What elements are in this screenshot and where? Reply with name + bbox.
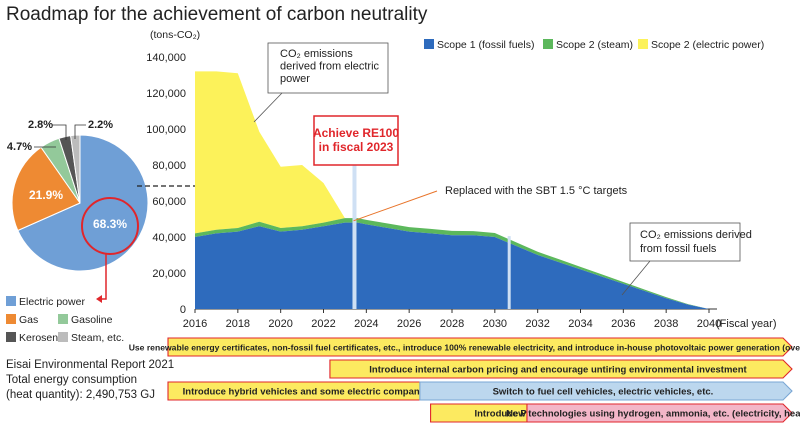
legend-label: Scope 2 (steam) bbox=[556, 39, 633, 51]
report-source: Eisai Environmental Report 2021 bbox=[6, 359, 175, 371]
x-tick-label: 2024 bbox=[354, 318, 378, 330]
pie-value-label: 21.9% bbox=[29, 188, 63, 202]
pie-legend-swatch bbox=[6, 296, 16, 306]
electric-note-pointer bbox=[253, 92, 283, 123]
x-tick-label: 2040 bbox=[697, 318, 721, 330]
roadmap-bar-label: Introduce PPA* bbox=[474, 409, 543, 420]
legend-swatch bbox=[424, 39, 434, 49]
fossil-note-pointer bbox=[621, 260, 651, 296]
electric-note-text: derived from electric bbox=[280, 61, 380, 73]
roadmap-bar-label: Introduce hybrid vehicles and some elect… bbox=[183, 387, 465, 398]
chart-axes: (tons-CO₂) 0 20,000 40,000 60,000 80,000 100,0… bbox=[146, 29, 776, 330]
x-tick-label: 2018 bbox=[226, 318, 250, 330]
electric-note-box bbox=[267, 42, 389, 94]
pie-legend-label: Gasoline bbox=[71, 314, 113, 326]
roadmap-bar-label: Introduce internal carbon pricing and en… bbox=[369, 365, 747, 376]
roadmap-bars: Use renewable energy certificates, non-f… bbox=[129, 337, 800, 423]
y-tick-label: 60,000 bbox=[152, 196, 186, 208]
roadmap-bar-label: Use renewable energy certificates, non-f… bbox=[129, 343, 800, 353]
x-tick-label: 2032 bbox=[525, 318, 549, 330]
pie-value-label: 68.3% bbox=[93, 217, 127, 231]
area-scope2-steam bbox=[195, 218, 709, 309]
divider-2030 bbox=[507, 236, 511, 309]
y-tick-label: 100,000 bbox=[146, 124, 186, 136]
roadmap-bar-label: New technologies using hydrogen, ammonia… bbox=[506, 409, 800, 420]
roadmap-bar bbox=[419, 381, 793, 401]
chart-legend: Scope 1 (fossil fuels) Scope 2 (steam) Sco… bbox=[424, 39, 764, 51]
energy-total-value: (heat quantity): 2,490,753 GJ bbox=[6, 389, 155, 401]
pie-legend-label: Gas bbox=[19, 314, 38, 326]
fossil-note-text: CO₂ emissions derived bbox=[640, 229, 752, 241]
roadmap-bar bbox=[329, 359, 793, 379]
re100-box bbox=[313, 115, 399, 166]
y-tick-label: 120,000 bbox=[146, 88, 186, 100]
electric-highlight-circle bbox=[81, 197, 139, 255]
electric-note-text: power bbox=[280, 73, 310, 85]
pie-slice bbox=[11, 146, 81, 232]
y-tick-label: 0 bbox=[180, 304, 186, 316]
page-title: Roadmap for the achievement of carbon ne… bbox=[6, 4, 428, 25]
pie-legend-label: Electric power bbox=[19, 296, 85, 308]
pie-value-label: 2.8% bbox=[28, 119, 53, 131]
re100-marker-line bbox=[352, 165, 357, 309]
x-tick-label: 2034 bbox=[568, 318, 592, 330]
y-tick-label: 40,000 bbox=[152, 232, 186, 244]
area-scope1-fossil bbox=[195, 222, 709, 309]
y-tick-label: 80,000 bbox=[152, 160, 186, 172]
legend-swatch bbox=[638, 39, 648, 49]
fossil-note-box bbox=[629, 222, 741, 262]
x-tick-label: 2020 bbox=[268, 318, 292, 330]
x-tick-label: 2038 bbox=[654, 318, 678, 330]
x-tick-label: 2022 bbox=[311, 318, 335, 330]
highlight-arrowhead bbox=[96, 295, 102, 303]
area-scope2-electric bbox=[195, 71, 709, 310]
re100-text: in fiscal 2023 bbox=[319, 140, 394, 154]
legend-swatch bbox=[543, 39, 553, 49]
re100-text: Achieve RE100 bbox=[313, 126, 399, 140]
pie-legend-label: Steam, etc. bbox=[71, 332, 124, 344]
x-tick-label: 2030 bbox=[483, 318, 507, 330]
pie-legend-swatch bbox=[6, 314, 16, 324]
x-tick-label: 2036 bbox=[611, 318, 635, 330]
x-axis-label: (Fiscal year) bbox=[716, 318, 777, 330]
pie-value-label: 2.2% bbox=[88, 119, 113, 131]
y-tick-label: 140,000 bbox=[146, 52, 186, 64]
y-tick-label: 20,000 bbox=[152, 268, 186, 280]
energy-total-label: Total energy consumption bbox=[6, 374, 138, 386]
legend-label: Scope 2 (electric power) bbox=[651, 39, 764, 51]
pie-legend-swatch bbox=[58, 314, 68, 324]
pie-legend-swatch bbox=[6, 332, 16, 342]
sbt-pointer bbox=[353, 190, 438, 222]
pie-value-label: 4.7% bbox=[7, 141, 32, 153]
x-tick-label: 2028 bbox=[440, 318, 464, 330]
pie-label-pointer bbox=[74, 124, 86, 139]
legend-label: Scope 1 (fossil fuels) bbox=[437, 39, 534, 51]
y-axis-label: (tons-CO₂) bbox=[150, 29, 200, 41]
pie-legend-label: Kerosene bbox=[19, 332, 64, 344]
electric-note-text: CO₂ emissions bbox=[280, 48, 353, 60]
x-tick-label: 2016 bbox=[183, 318, 207, 330]
roadmap-bar bbox=[167, 337, 793, 357]
pie-chart: 68.3% 21.9% 4.7% 2.8% 2.2% Electric power Gas G… bbox=[6, 119, 232, 344]
emission-areas bbox=[195, 71, 709, 310]
sbt-note: Replaced with the SBT 1.5 °C targets bbox=[445, 185, 628, 197]
fossil-note-text: from fossil fuels bbox=[640, 243, 717, 255]
pie-legend-swatch bbox=[58, 332, 68, 342]
roadmap-bar bbox=[526, 403, 793, 423]
pie-label-pointer bbox=[52, 124, 67, 140]
x-tick-label: 2026 bbox=[397, 318, 421, 330]
pie-slice bbox=[17, 134, 149, 272]
roadmap-bar-label: Switch to fuel cell vehicles, electric v… bbox=[493, 387, 714, 398]
